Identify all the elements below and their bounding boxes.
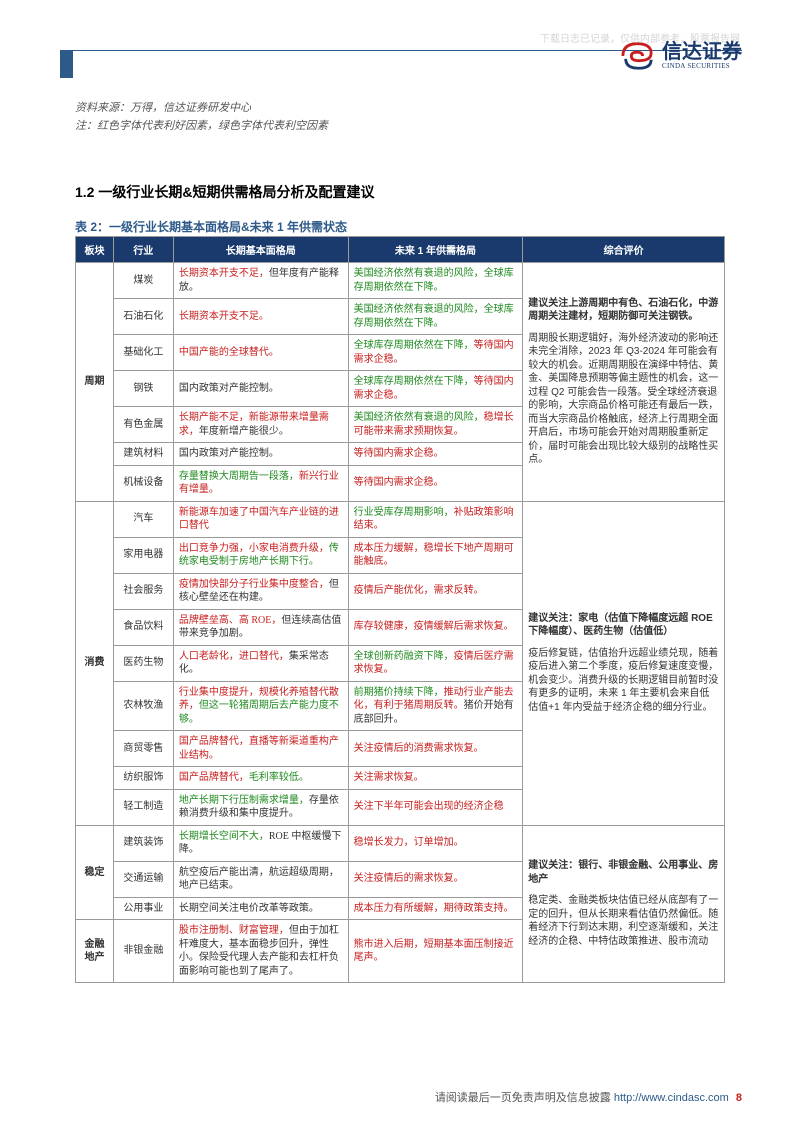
table-cell: 前期猪价持续下降，推动行业产能去化，有利于猪周期反转。猪价开始有底部回升。	[348, 681, 523, 731]
table-col-header: 长期基本面格局	[173, 237, 348, 263]
table-cell: 全球创新药融资下降，疫情后医疗需求恢复。	[348, 645, 523, 681]
table-cell: 全球库存周期依然在下降，等待国内需求企稳。	[348, 335, 523, 371]
evaluation-cell: 建议关注上游周期中有色、石油石化，中游周期关注建材，短期防御可关注钢铁。周期股长…	[523, 263, 725, 502]
table-col-header: 行业	[113, 237, 173, 263]
table-cell: 美国经济依然有衰退的风险，稳增长可能带来需求预期恢复。	[348, 407, 523, 443]
table-cell: 关注需求恢复。	[348, 767, 523, 790]
source-note: 资料来源：万得，信达证券研发中心 注：红色字体代表利好因素，绿色字体代表利空因素	[75, 100, 328, 135]
table-cell: 品牌壁垒高、高 ROE，但连续高估值带来竞争加剧。	[173, 609, 348, 645]
industry-cell: 基础化工	[113, 335, 173, 371]
sector-cell: 金融地产	[76, 920, 114, 983]
supply-demand-table: 板块行业长期基本面格局未来 1 年供需格局综合评价 周期煤炭长期资本开支不足，但…	[75, 236, 725, 983]
industry-cell: 交通运输	[113, 861, 173, 897]
table-row: 消费汽车新能源车加速了中国汽车产业链的进口替代行业受库存周期影响，补贴政策影响结…	[76, 501, 725, 537]
table-header: 板块行业长期基本面格局未来 1 年供需格局综合评价	[76, 237, 725, 263]
cinda-swirl-icon	[618, 40, 656, 72]
industry-cell: 钢铁	[113, 371, 173, 407]
logo-cn-text: 信达证券	[662, 41, 742, 63]
table-cell: 国内政策对产能控制。	[173, 371, 348, 407]
table-cell: 股市注册制、财富管理，但由于加杠杆难度大，基本面稳步回升，弹性小。保险受代理人去…	[173, 920, 348, 983]
table-cell: 长期增长空间不大，ROE 中枢缓慢下降。	[173, 825, 348, 861]
table-cell: 行业受库存周期影响，补贴政策影响结束。	[348, 501, 523, 537]
footer-link[interactable]: http://www.cindasc.com	[614, 1092, 729, 1104]
industry-cell: 社会服务	[113, 573, 173, 609]
industry-cell: 机械设备	[113, 465, 173, 501]
table-cell: 美国经济依然有衰退的风险，全球库存周期依然在下降。	[348, 299, 523, 335]
industry-cell: 非银金融	[113, 920, 173, 983]
table-cell: 行业集中度提升，规模化养殖替代散养，但这一轮猪周期后去产能力度不够。	[173, 681, 348, 731]
table-cell: 中国产能的全球替代。	[173, 335, 348, 371]
table-cell: 长期资本开支不足，但年度有产能释放。	[173, 263, 348, 299]
industry-cell: 农林牧渔	[113, 681, 173, 731]
table-cell: 关注疫情后的消费需求恢复。	[348, 731, 523, 767]
sector-cell: 消费	[76, 501, 114, 825]
industry-cell: 有色金属	[113, 407, 173, 443]
table-cell: 成本压力有所缓解，期待政策支持。	[348, 897, 523, 920]
table-col-header: 未来 1 年供需格局	[348, 237, 523, 263]
page-number: 8	[736, 1092, 742, 1104]
table-cell: 长期资本开支不足。	[173, 299, 348, 335]
table-cell: 国内政策对产能控制。	[173, 443, 348, 466]
table-caption: 表 2：一级行业长期基本面格局&未来 1 年供需状态	[75, 218, 347, 235]
table-cell: 存量替换大周期告一段落，新兴行业有增量。	[173, 465, 348, 501]
table-cell: 人口老龄化，进口替代，集采常态化。	[173, 645, 348, 681]
industry-cell: 煤炭	[113, 263, 173, 299]
industry-cell: 商贸零售	[113, 731, 173, 767]
section-title: 1.2 一级行业长期&短期供需格局分析及配置建议	[75, 182, 374, 202]
table-cell: 美国经济依然有衰退的风险，全球库存周期依然在下降。	[348, 263, 523, 299]
table-cell: 国产品牌替代，毛利率较低。	[173, 767, 348, 790]
industry-cell: 公用事业	[113, 897, 173, 920]
table-cell: 航空疫后产能出清，航运超级周期，地产已结束。	[173, 861, 348, 897]
table-cell: 成本压力缓解，稳增长下地产周期可能触底。	[348, 537, 523, 573]
table-cell: 等待国内需求企稳。	[348, 465, 523, 501]
header-accent	[60, 50, 73, 78]
industry-cell: 家用电器	[113, 537, 173, 573]
note-value: 红色字体代表利好因素，绿色字体代表利空因素	[97, 120, 328, 132]
sector-cell: 周期	[76, 263, 114, 502]
table-cell: 疫情后产能优化，需求反转。	[348, 573, 523, 609]
table-cell: 熊市进入后期，短期基本面压制接近尾声。	[348, 920, 523, 983]
industry-cell: 食品饮料	[113, 609, 173, 645]
table-cell: 长期产能不足，新能源带来增量需求，年度新增产能很少。	[173, 407, 348, 443]
sector-cell: 稳定	[76, 825, 114, 920]
footer-prefix: 请阅读最后一页免责声明及信息披露	[435, 1092, 614, 1104]
industry-cell: 建筑材料	[113, 443, 173, 466]
table-cell: 新能源车加速了中国汽车产业链的进口替代	[173, 501, 348, 537]
table-cell: 出口竞争力强，小家电消费升级，传统家电受制于房地产长期下行。	[173, 537, 348, 573]
source-value: 万得，信达证券研发中心	[130, 102, 251, 114]
evaluation-cell: 建议关注：银行、非银金融、公用事业、房地产稳定类、金融类板块估值已经从底部有了一…	[523, 825, 725, 983]
table-body: 周期煤炭长期资本开支不足，但年度有产能释放。美国经济依然有衰退的风险，全球库存周…	[76, 263, 725, 983]
table-cell: 关注下半年可能会出现的经济企稳	[348, 789, 523, 825]
brand-logo: 信达证券 CINDA SECURITIES	[618, 40, 742, 72]
industry-cell: 汽车	[113, 501, 173, 537]
source-label: 资料来源：	[75, 102, 130, 114]
table-cell: 等待国内需求企稳。	[348, 443, 523, 466]
table-cell: 全球库存周期依然在下降，等待国内需求企稳。	[348, 371, 523, 407]
note-label: 注：	[75, 120, 97, 132]
table-row: 稳定建筑装饰长期增长空间不大，ROE 中枢缓慢下降。稳增长发力，订单增加。建议关…	[76, 825, 725, 861]
table-cell: 国产品牌替代，直播等新渠道重构产业结构。	[173, 731, 348, 767]
logo-en-text: CINDA SECURITIES	[662, 63, 742, 71]
table-cell: 关注疫情后的需求恢复。	[348, 861, 523, 897]
table-col-header: 板块	[76, 237, 114, 263]
table-row: 周期煤炭长期资本开支不足，但年度有产能释放。美国经济依然有衰退的风险，全球库存周…	[76, 263, 725, 299]
table-cell: 疫情加快部分子行业集中度整合，但核心壁垒还在构建。	[173, 573, 348, 609]
table-cell: 长期空间关注电价改革等政策。	[173, 897, 348, 920]
table-cell: 库存较健康，疫情缓解后需求恢复。	[348, 609, 523, 645]
industry-cell: 石油石化	[113, 299, 173, 335]
table-col-header: 综合评价	[523, 237, 725, 263]
table-cell: 地产长期下行压制需求增量，存量依赖消费升级和集中度提升。	[173, 789, 348, 825]
industry-cell: 建筑装饰	[113, 825, 173, 861]
page-footer: 请阅读最后一页免责声明及信息披露 http://www.cindasc.com …	[435, 1089, 742, 1105]
table-cell: 稳增长发力，订单增加。	[348, 825, 523, 861]
industry-cell: 轻工制造	[113, 789, 173, 825]
industry-cell: 纺织服饰	[113, 767, 173, 790]
industry-cell: 医药生物	[113, 645, 173, 681]
evaluation-cell: 建议关注：家电（估值下降幅度远超 ROE 下降幅度）、医药生物（估值低）疫后修复…	[523, 501, 725, 825]
